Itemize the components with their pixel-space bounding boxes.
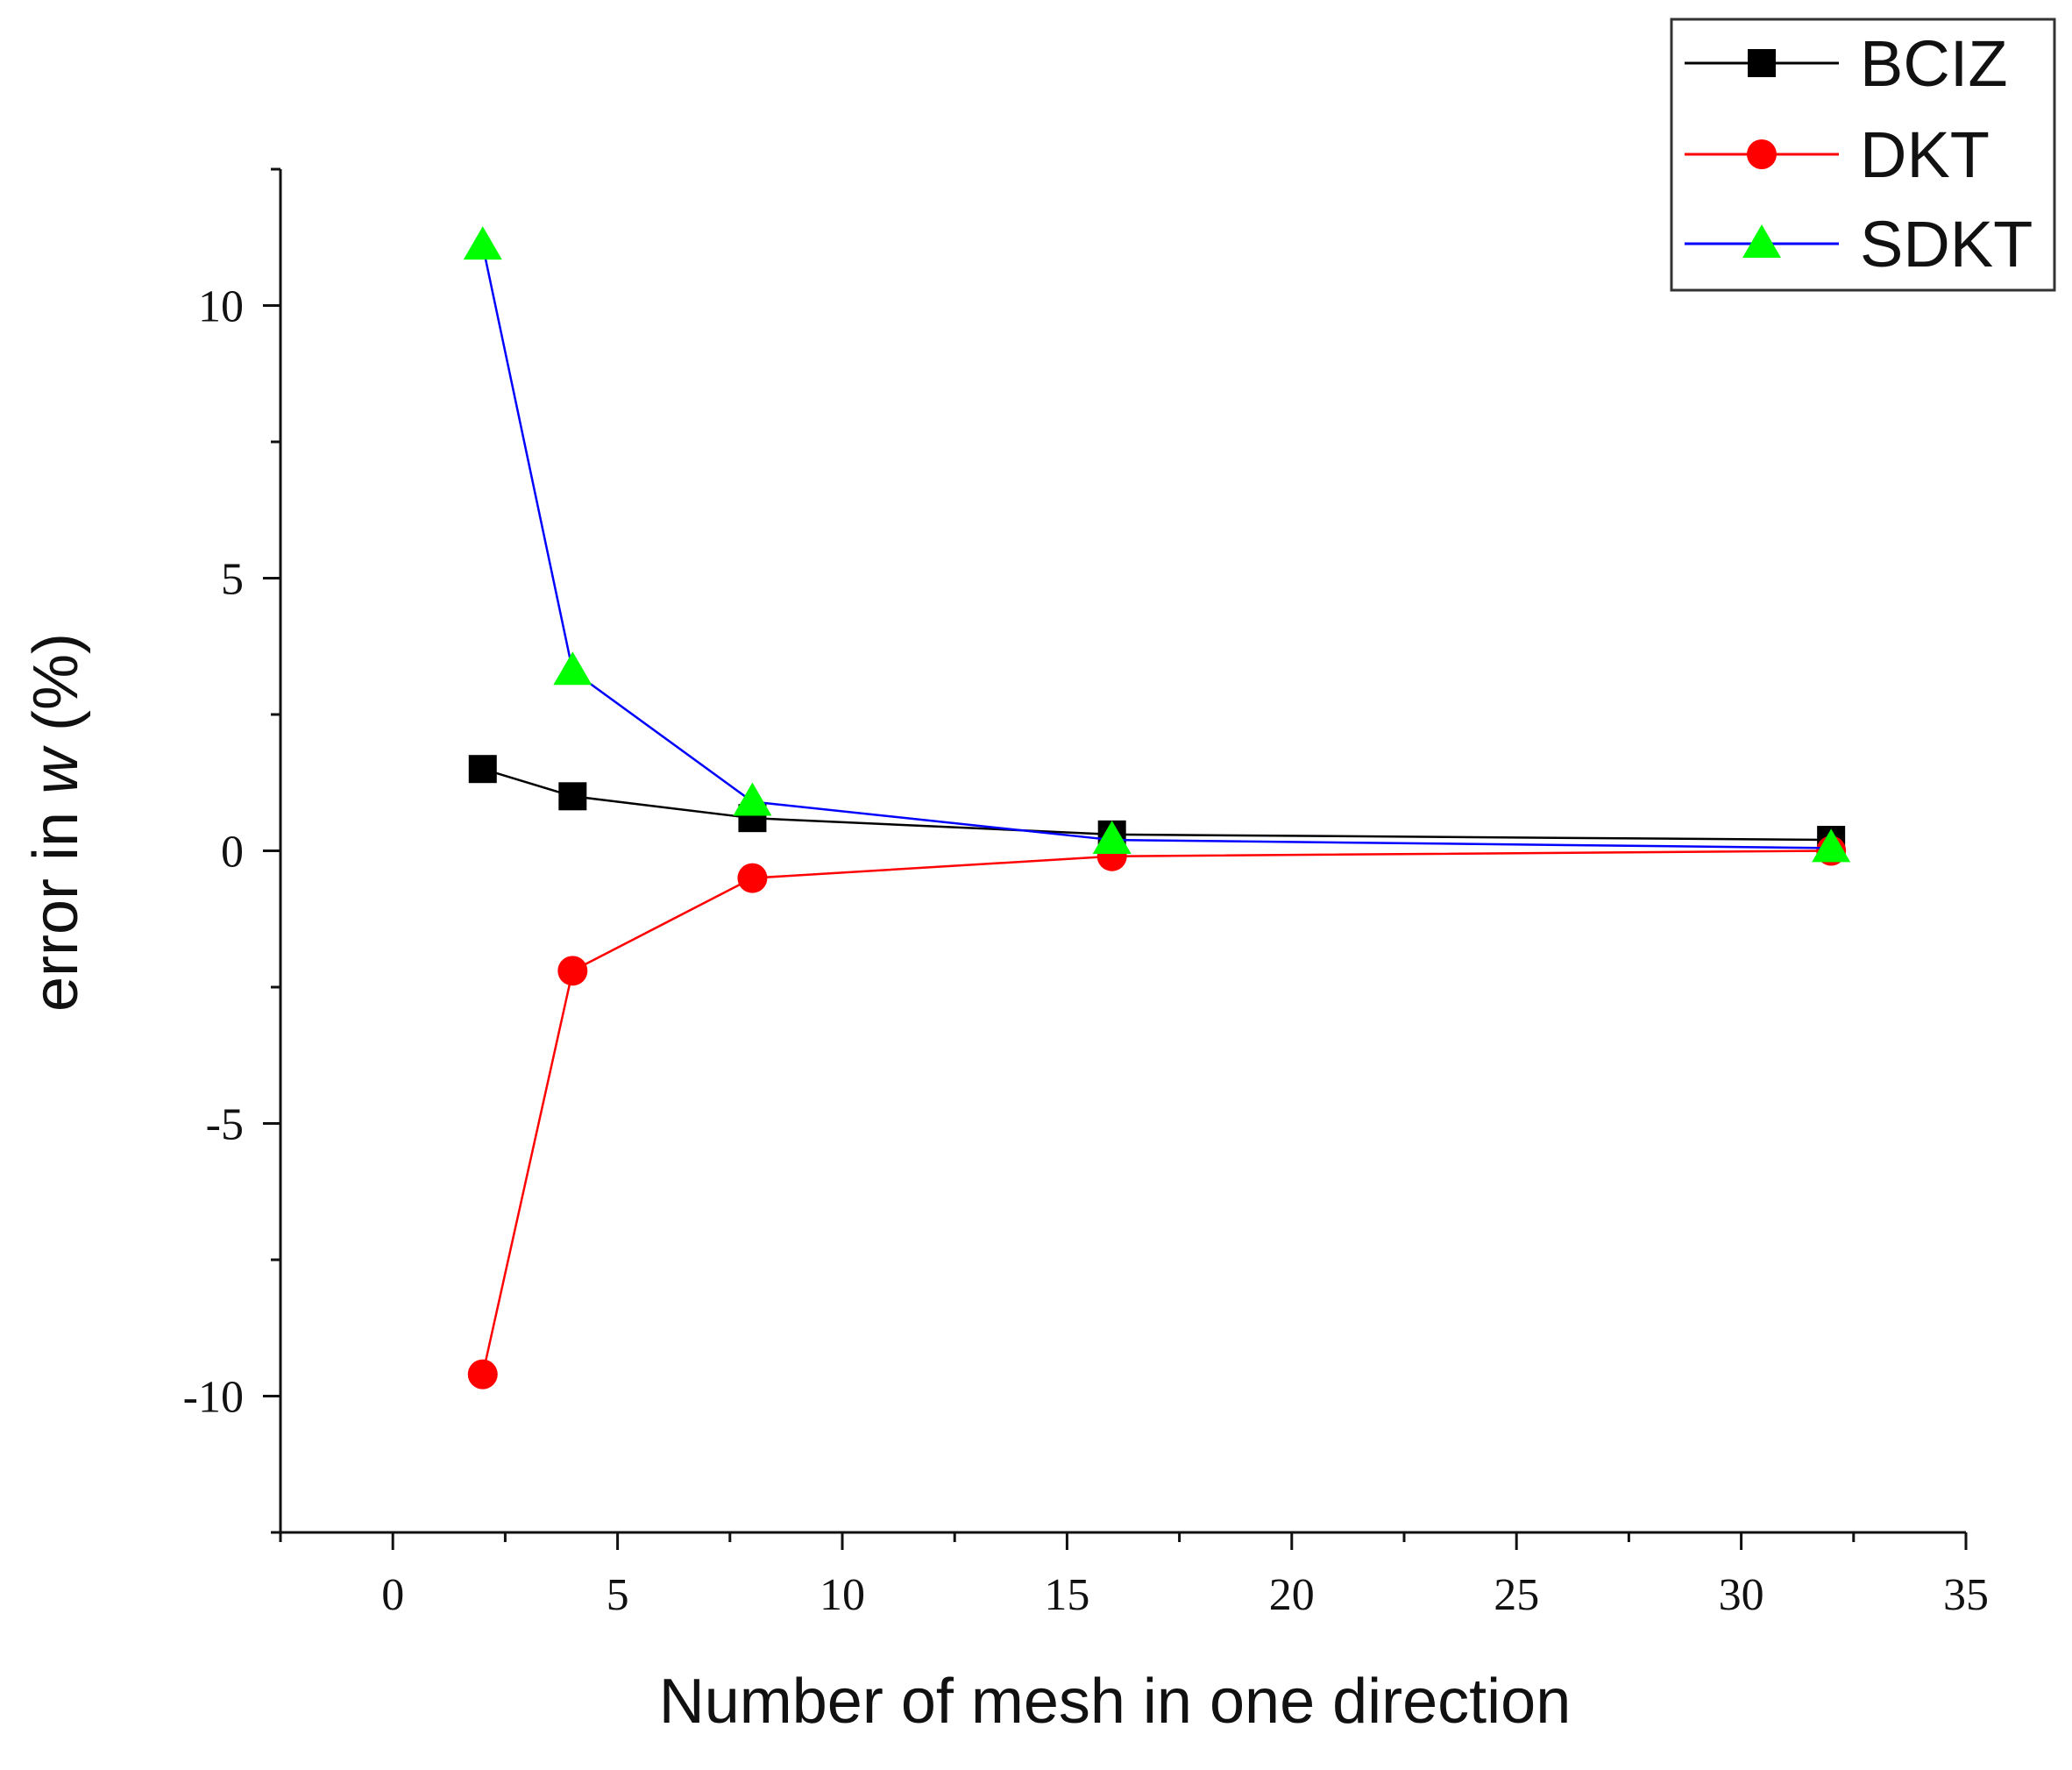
series-layer — [463, 226, 1851, 1390]
ticks: 0 5 10 15 20 25 30 35 -10 -5 0 5 10 — [183, 167, 1989, 1620]
series-line-dkt — [481, 849, 1832, 1375]
data-point-sdkt — [733, 782, 772, 816]
y-tick-label: 0 — [221, 828, 244, 878]
legend-marker-sdkt — [1742, 224, 1781, 258]
y-tick-label: -5 — [206, 1100, 244, 1150]
legend: BCIZ DKT SDKT — [1670, 18, 2056, 292]
series-line-sdkt — [481, 245, 1832, 849]
y-axis-title-prefix: error in — [21, 794, 91, 1012]
series-dkt — [467, 835, 1847, 1390]
x-tick-label: 30 — [1719, 1570, 1764, 1620]
y-tick-label: 10 — [198, 282, 244, 332]
data-point-sdkt — [1812, 828, 1851, 863]
series-bciz — [468, 755, 1846, 855]
legend-marker-dkt — [1747, 139, 1777, 169]
y-tick-label: 5 — [221, 555, 244, 605]
x-tick-label: 10 — [820, 1570, 865, 1620]
series-line-bciz — [482, 768, 1832, 842]
legend-label-bciz: BCIZ — [1860, 27, 2008, 100]
legend-label-dkt: DKT — [1860, 118, 1990, 191]
data-point-sdkt — [463, 226, 502, 260]
x-tick-label: 20 — [1269, 1570, 1315, 1620]
data-point-sdkt — [553, 651, 593, 686]
data-point-dkt — [467, 1359, 498, 1390]
x-tick-label: 15 — [1044, 1570, 1089, 1620]
legend-label-sdkt: SDKT — [1860, 208, 2033, 281]
data-point-bciz — [558, 782, 587, 811]
x-tick-label: 25 — [1494, 1570, 1539, 1620]
data-point-bciz — [468, 755, 497, 784]
data-point-dkt — [737, 863, 768, 893]
legend-marker-bciz — [1748, 49, 1776, 77]
y-axis-title: error in w (%) — [21, 633, 91, 1012]
series-sdkt — [463, 226, 1851, 863]
x-tick-label: 5 — [607, 1570, 629, 1620]
y-axis-title-suffix: (%) — [21, 633, 91, 749]
y-tick-label: -10 — [183, 1373, 244, 1423]
data-point-sdkt — [1092, 821, 1132, 855]
x-tick-label: 35 — [1943, 1570, 1989, 1620]
x-axis-title: Number of mesh in one direction — [659, 1667, 1572, 1737]
x-tick-label: 0 — [381, 1570, 404, 1620]
y-axis-title-variable: w — [21, 745, 91, 794]
data-point-dkt — [557, 956, 588, 986]
